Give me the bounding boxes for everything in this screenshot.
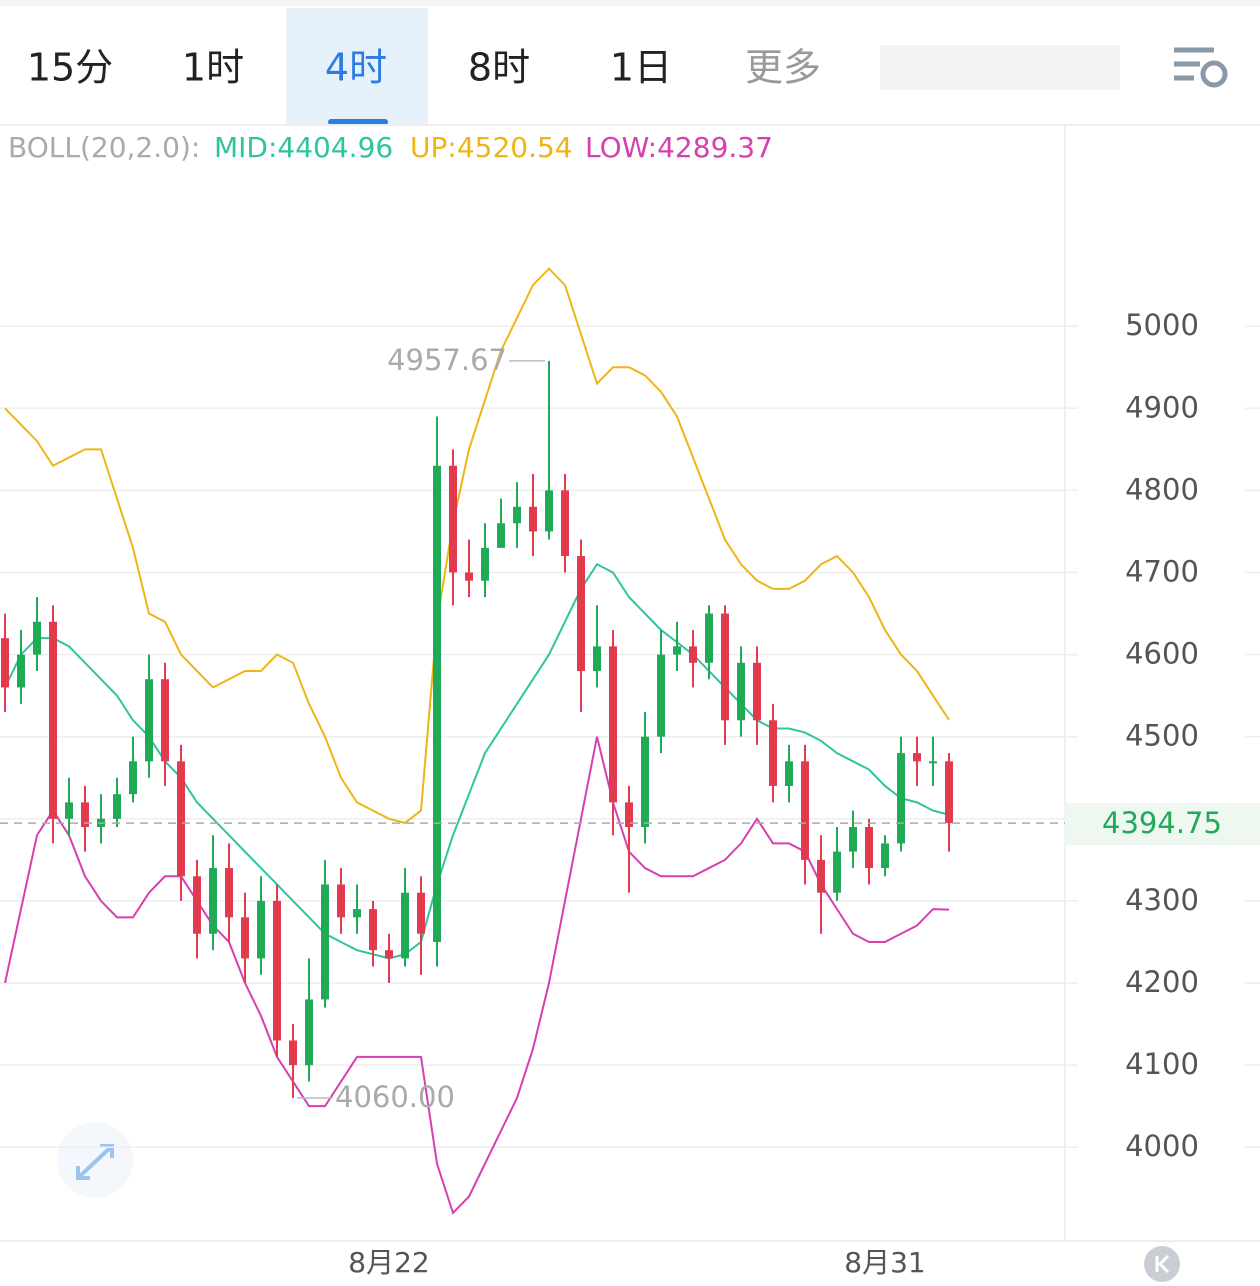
settings-icon[interactable] — [1174, 47, 1228, 88]
expand-button[interactable] — [57, 1122, 133, 1198]
candle-body — [257, 900, 265, 959]
candle-body — [913, 753, 921, 762]
candle-body — [881, 843, 889, 869]
blurred-area — [880, 45, 1120, 90]
candle-body — [401, 892, 409, 959]
candle-body — [897, 753, 905, 844]
candle-body — [849, 827, 857, 852]
tab-underline — [328, 119, 388, 125]
y-tick-label: 4800 — [1125, 472, 1199, 506]
candle-body — [769, 720, 777, 786]
candle-body — [593, 646, 601, 672]
candle-body — [673, 646, 681, 655]
candle-body — [193, 876, 201, 934]
candle-body — [321, 884, 329, 1000]
candle-body — [289, 1040, 297, 1066]
tab[interactable]: 1时 — [182, 46, 244, 90]
candle-body — [865, 827, 873, 869]
candle-body — [833, 851, 841, 893]
candle-body — [481, 547, 489, 581]
candle-body — [465, 572, 473, 581]
candle-body — [33, 621, 41, 655]
candle-body — [609, 646, 617, 803]
boll-line — [4, 736, 950, 1215]
candle-body — [561, 490, 569, 557]
candle-body — [353, 909, 361, 918]
candle-body — [161, 679, 169, 762]
candle-body — [145, 679, 153, 762]
tab[interactable]: 更多 — [745, 46, 821, 90]
y-tick-label: 5000 — [1125, 308, 1199, 342]
y-tick-label: 4600 — [1125, 637, 1199, 671]
candle-body — [241, 917, 249, 959]
candle-body — [945, 761, 953, 824]
y-tick-label: 4500 — [1125, 719, 1199, 753]
y-tick-label: 4700 — [1125, 554, 1199, 588]
y-tick-label: 4000 — [1125, 1129, 1199, 1163]
annotation: 4060.00 — [335, 1080, 455, 1114]
candle-body — [737, 662, 745, 721]
indicator-low: LOW:4289.37 — [585, 131, 773, 164]
candle-body — [177, 761, 185, 877]
indicator-mid: MID:4404.96 — [214, 131, 393, 164]
last-price-box — [1065, 803, 1260, 846]
tab[interactable]: 15分 — [27, 46, 113, 90]
annotation: 4957.67 — [387, 343, 507, 377]
y-tick-label: 4300 — [1125, 883, 1199, 917]
candle-body — [513, 506, 521, 524]
candle-body — [689, 646, 697, 663]
candle-body — [657, 654, 665, 737]
candle-body — [273, 900, 281, 1041]
boll-line — [4, 267, 950, 824]
status-strip — [0, 0, 1260, 6]
candle-body — [49, 621, 57, 819]
candle-body — [305, 999, 313, 1066]
candle-body — [705, 613, 713, 663]
x-tick-label: 8月22 — [348, 1246, 429, 1279]
candle-body — [65, 802, 73, 819]
candle-body — [753, 662, 761, 721]
candle-body — [129, 761, 137, 795]
y-tick-label: 4100 — [1125, 1047, 1199, 1081]
candle-body — [449, 465, 457, 573]
candle-body — [929, 761, 937, 764]
candle-body — [385, 950, 393, 959]
candle-body — [801, 761, 809, 860]
tab[interactable]: 4时 — [325, 46, 387, 90]
candle-body — [1, 638, 9, 688]
candle-body — [113, 794, 121, 819]
candle-body — [209, 868, 217, 934]
candle-body — [817, 859, 825, 893]
candle-body — [785, 761, 793, 786]
y-tick-label: 4900 — [1125, 390, 1199, 424]
candle-body — [641, 736, 649, 828]
tab-highlight — [286, 8, 428, 125]
candle-body — [577, 556, 585, 672]
candle-body — [529, 506, 537, 532]
candle-body — [17, 654, 25, 688]
candle-body — [337, 884, 345, 918]
candle-body — [369, 909, 377, 951]
candle-body — [497, 523, 505, 548]
candle-body — [721, 613, 729, 721]
candle-body — [225, 868, 233, 918]
tab[interactable]: 8时 — [468, 46, 530, 90]
candle-body — [625, 802, 633, 828]
last-price-label: 4394.75 — [1102, 806, 1222, 840]
candle-body — [545, 490, 553, 532]
tab[interactable]: 1日 — [610, 46, 672, 90]
indicator-name: BOLL(20,2.0): — [8, 131, 200, 164]
x-tick-label: 8月31 — [844, 1246, 925, 1279]
candle-body — [417, 892, 425, 934]
collapse-button[interactable] — [1144, 1246, 1180, 1282]
y-tick-label: 4200 — [1125, 965, 1199, 999]
indicator-up: UP:4520.54 — [410, 131, 573, 164]
candle-body — [433, 465, 441, 942]
candle-body — [81, 802, 89, 828]
